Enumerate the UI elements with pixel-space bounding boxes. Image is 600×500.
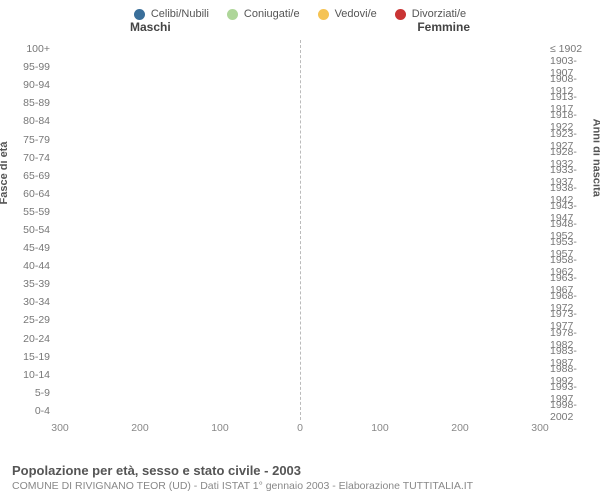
birth-labels: 1998-20021993-19971988-19921983-19871978… bbox=[544, 40, 600, 420]
pyramid-row bbox=[60, 205, 540, 219]
bars-container bbox=[60, 40, 540, 420]
pyramid-row bbox=[60, 223, 540, 237]
legend-swatch bbox=[227, 9, 238, 20]
pyramid-row bbox=[60, 295, 540, 309]
age-label: 20-24 bbox=[23, 333, 50, 345]
age-label: 15-19 bbox=[23, 351, 50, 363]
pyramid-row bbox=[60, 60, 540, 74]
pyramid-row bbox=[60, 332, 540, 346]
x-tick: 200 bbox=[451, 422, 469, 434]
pyramid-row bbox=[60, 78, 540, 92]
legend-label: Celibi/Nubili bbox=[151, 8, 209, 20]
plot-area: Fasce di età Anni di nascita 0-45-910-14… bbox=[60, 40, 540, 420]
age-label: 55-59 bbox=[23, 206, 50, 218]
legend-swatch bbox=[395, 9, 406, 20]
birth-label: ≤ 1902 bbox=[550, 43, 582, 55]
pyramid-row bbox=[60, 151, 540, 165]
age-label: 10-14 bbox=[23, 369, 50, 381]
age-label: 0-4 bbox=[35, 405, 50, 417]
age-label: 40-44 bbox=[23, 260, 50, 272]
pyramid-row bbox=[60, 404, 540, 418]
legend: Celibi/Nubili Coniugati/e Vedovi/e Divorzia… bbox=[0, 0, 600, 20]
age-label: 70-74 bbox=[23, 152, 50, 164]
age-label: 100+ bbox=[26, 43, 50, 55]
legend-item: Celibi/Nubili bbox=[134, 8, 209, 20]
birth-label: 1903-1907 bbox=[550, 55, 600, 79]
age-label: 50-54 bbox=[23, 224, 50, 236]
pyramid-row bbox=[60, 241, 540, 255]
x-tick: 100 bbox=[371, 422, 389, 434]
legend-label: Coniugati/e bbox=[244, 8, 300, 20]
legend-swatch bbox=[318, 9, 329, 20]
x-tick: 100 bbox=[211, 422, 229, 434]
age-label: 85-89 bbox=[23, 97, 50, 109]
x-tick: 300 bbox=[531, 422, 549, 434]
pyramid-row bbox=[60, 368, 540, 382]
age-label: 75-79 bbox=[23, 134, 50, 146]
legend-label: Divorziati/e bbox=[412, 8, 466, 20]
age-label: 25-29 bbox=[23, 314, 50, 326]
pyramid-row bbox=[60, 187, 540, 201]
chart-footer: Popolazione per età, sesso e stato civil… bbox=[12, 463, 588, 492]
age-labels: 0-4 5-9 10-14 15-19 20-24 25-29 30-34 35-39 40-4… bbox=[0, 40, 56, 420]
pyramid-row bbox=[60, 42, 540, 56]
pyramid-row bbox=[60, 277, 540, 291]
age-label: 35-39 bbox=[23, 278, 50, 290]
age-label: 80-84 bbox=[23, 115, 50, 127]
pyramid-row bbox=[60, 386, 540, 400]
pyramid-row bbox=[60, 259, 540, 273]
pyramid-row bbox=[60, 132, 540, 146]
age-label: 65-69 bbox=[23, 170, 50, 182]
age-label: 60-64 bbox=[23, 188, 50, 200]
legend-item: Divorziati/e bbox=[395, 8, 466, 20]
age-label: 90-94 bbox=[23, 79, 50, 91]
age-label: 5-9 bbox=[35, 387, 50, 399]
pyramid-row bbox=[60, 169, 540, 183]
x-axis: 3002001000100200300 bbox=[60, 422, 540, 436]
chart-source: COMUNE DI RIVIGNANO TEOR (UD) - Dati IST… bbox=[12, 480, 588, 492]
x-tick: 0 bbox=[297, 422, 303, 434]
legend-swatch bbox=[134, 9, 145, 20]
header-male: Maschi bbox=[130, 20, 171, 34]
pyramid-row bbox=[60, 313, 540, 327]
legend-item: Coniugati/e bbox=[227, 8, 300, 20]
legend-item: Vedovi/e bbox=[318, 8, 377, 20]
age-label: 95-99 bbox=[23, 61, 50, 73]
age-label: 45-49 bbox=[23, 242, 50, 254]
header-female: Femmine bbox=[417, 20, 470, 34]
pyramid-row bbox=[60, 114, 540, 128]
side-headers: Maschi Femmine bbox=[0, 20, 600, 40]
chart-title: Popolazione per età, sesso e stato civil… bbox=[12, 463, 588, 478]
age-label: 30-34 bbox=[23, 296, 50, 308]
population-pyramid-chart: Celibi/Nubili Coniugati/e Vedovi/e Divorzia… bbox=[0, 0, 600, 500]
legend-label: Vedovi/e bbox=[335, 8, 377, 20]
x-tick: 200 bbox=[131, 422, 149, 434]
x-tick: 300 bbox=[51, 422, 69, 434]
pyramid-row bbox=[60, 350, 540, 364]
pyramid-row bbox=[60, 96, 540, 110]
